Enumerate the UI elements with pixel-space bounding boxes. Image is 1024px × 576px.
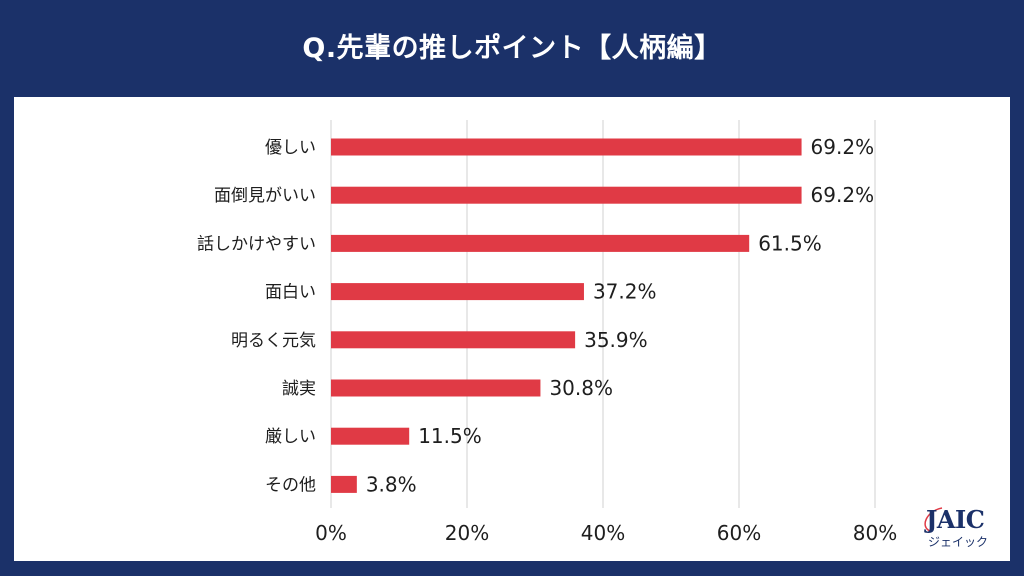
bar (331, 475, 357, 493)
bar (331, 283, 584, 301)
value-label: 61.5% (758, 231, 822, 255)
value-label: 11.5% (418, 424, 482, 448)
bars (331, 138, 802, 493)
category-label: 面倒見がいい (214, 186, 316, 206)
bar (331, 186, 802, 204)
chart-panel (14, 97, 1010, 561)
logo-text: JAIC (926, 505, 985, 534)
x-tick-label: 80% (853, 521, 897, 545)
category-label: 誠実 (282, 379, 316, 399)
category-label: 面白い (265, 283, 316, 303)
x-tick-label: 0% (315, 521, 347, 545)
value-label: 69.2% (811, 135, 875, 159)
gridlines (330, 120, 876, 508)
x-tick-label: 40% (581, 521, 625, 545)
logo-subtext: ジェイック (928, 535, 989, 549)
bar (331, 331, 576, 349)
value-label: 69.2% (811, 183, 875, 207)
value-label: 37.2% (593, 280, 657, 304)
jaic-logo: JAIC ジェイック (916, 505, 1006, 553)
bar (331, 427, 410, 445)
value-label: 3.8% (366, 472, 417, 496)
logo-swoosh-icon (924, 507, 943, 532)
category-label: 話しかけやすい (197, 234, 316, 254)
category-label: 優しい (265, 138, 316, 158)
bar (331, 379, 541, 397)
x-tick-label: 60% (717, 521, 761, 545)
value-label: 30.8% (549, 376, 613, 400)
value-label: 35.9% (584, 328, 648, 352)
category-label: その他 (265, 475, 316, 495)
chart-title: Q.先輩の推しポイント【人柄編】 (302, 33, 722, 64)
category-label: 厳しい (265, 427, 316, 447)
category-label: 明るく元気 (231, 331, 316, 351)
labels: 0% 20% 40% 60% 80% 優しい 69.2% 面倒見がいい 69.2% 話しかけやすい… (197, 135, 897, 545)
x-tick-label: 20% (445, 521, 489, 545)
bar (331, 138, 802, 156)
bar (331, 234, 750, 252)
